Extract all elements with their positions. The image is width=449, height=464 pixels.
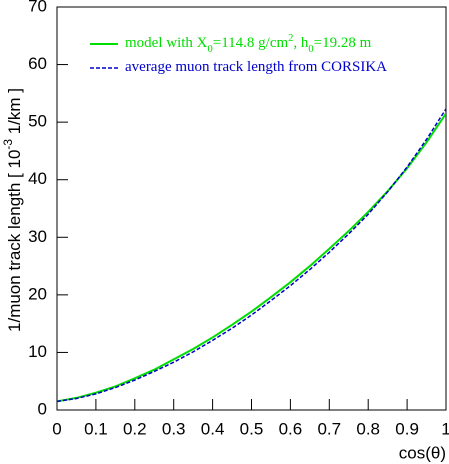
x-tick-label: 0.6 [279, 419, 303, 438]
text-part: average muon track length from CORSIKA [125, 59, 387, 75]
series-line [57, 112, 446, 403]
series-line [57, 108, 446, 403]
y-tick-label: 20 [28, 284, 47, 303]
y-axis-label: 1/muon track length [ 10-3 1/km ] [1, 88, 24, 332]
legend-label: model with X0=114.8 g/cm2, h0=19.28 m [125, 33, 372, 55]
text-part: , h [293, 35, 309, 51]
y-tick-label: 0 [38, 399, 47, 418]
x-tick-label: 0.8 [356, 419, 380, 438]
x-tick-label: 1 [441, 419, 449, 438]
x-tick-label: 0.3 [162, 419, 186, 438]
y-tick-label: 60 [28, 54, 47, 73]
x-tick-label: 0.9 [395, 419, 419, 438]
x-tick-label: 0.1 [84, 419, 108, 438]
text-part: 0 [208, 44, 213, 55]
text-part: 0 [308, 44, 313, 55]
x-axis-label: cos(θ) [399, 443, 446, 462]
y-tick-label: 30 [28, 227, 47, 246]
x-tick-label: 0.7 [317, 419, 341, 438]
x-tick-label: 0 [52, 419, 61, 438]
y-tick-label: 40 [28, 169, 47, 188]
text-part: =19.28 m [314, 35, 372, 51]
x-tick-label: 0.4 [201, 419, 225, 438]
legend-label: average muon track length from CORSIKA [125, 59, 387, 75]
text-part: -3 [1, 139, 15, 150]
text-part: model with X [125, 35, 208, 51]
text-part: =114.8 g/cm [213, 35, 289, 51]
y-tick-label: 70 [28, 0, 47, 15]
x-tick-label: 0.2 [123, 419, 147, 438]
y-tick-label: 50 [28, 112, 47, 131]
text-part: 1/muon track length [ 10 [5, 150, 24, 332]
y-tick-label: 10 [28, 342, 47, 361]
x-tick-label: 0.5 [240, 419, 264, 438]
text-part: 2 [288, 33, 293, 44]
text-part: 1/km ] [5, 88, 24, 139]
